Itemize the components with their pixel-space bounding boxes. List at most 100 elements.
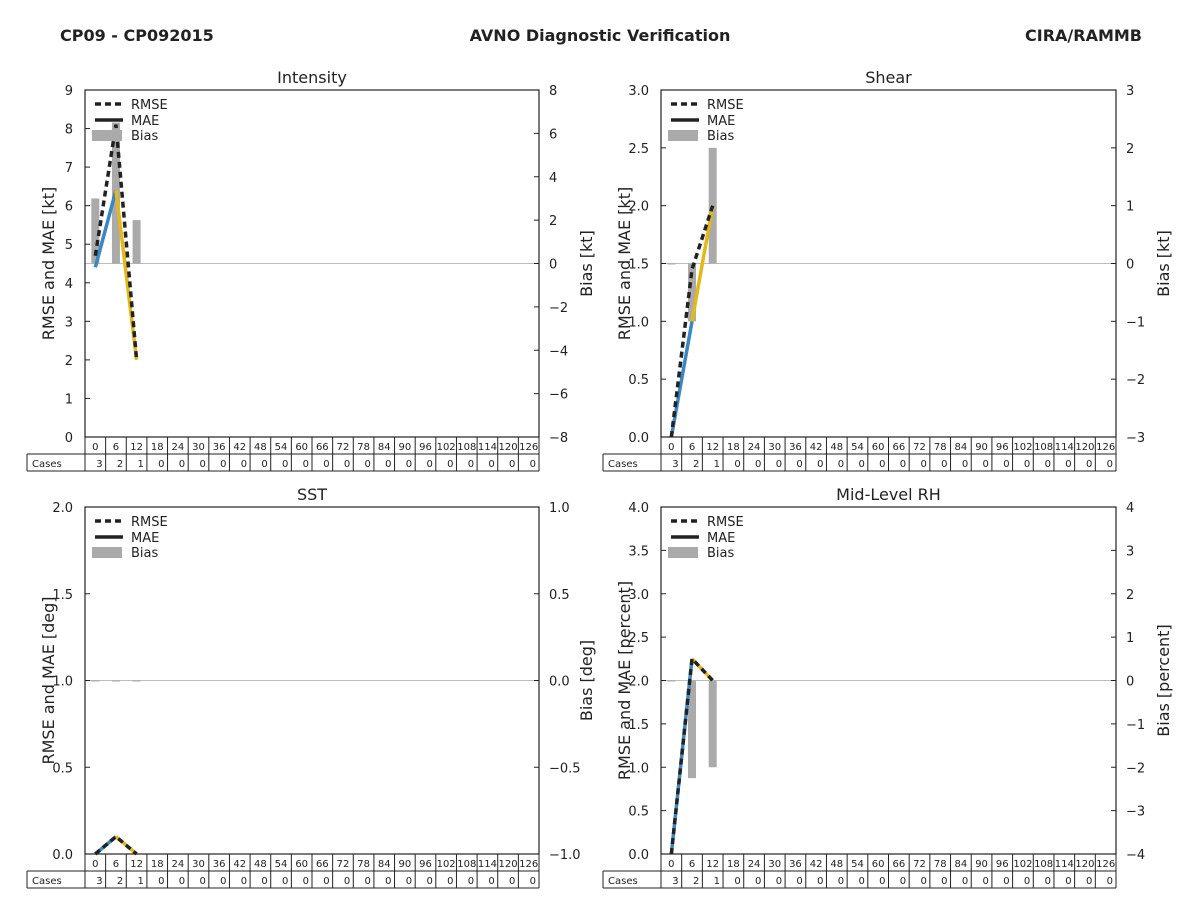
forecast-hour-label: 36 [789,859,802,870]
cases-count: 0 [447,876,453,887]
forecast-hour-label: 102 [437,859,456,870]
cases-count: 0 [1045,459,1051,470]
forecast-hour-label: 0 [92,859,98,870]
cases-count: 0 [488,876,494,887]
y2-tick-label: 2 [1126,588,1134,603]
forecast-hour-label: 66 [892,442,905,453]
cases-count: 0 [755,876,761,887]
y2-axis-label: Bias [percent] [1154,624,1173,736]
forecast-hour-label: 30 [768,442,781,453]
forecast-hour-label: 66 [892,859,905,870]
cases-count: 0 [530,459,536,470]
mae-line-segment [93,189,118,268]
rmse-line [669,654,714,855]
forecast-hour-label: 90 [975,859,988,870]
y2-tick-label: 4 [549,171,557,186]
cases-count: 0 [817,876,823,887]
y2-tick-label: 6 [549,127,557,142]
forecast-hour-label: 114 [1055,859,1074,870]
forecast-hour-label: 0 [668,442,674,453]
forecast-hour-label: 24 [171,859,184,870]
y2-tick-label: −1 [1126,315,1145,330]
legend-bias-label: Bias [707,129,734,144]
cases-count: 0 [776,876,782,887]
forecast-hour-label: 108 [457,442,476,453]
y2-tick-label: −4 [549,344,568,359]
forecast-hour-label: 84 [955,859,968,870]
y-axis-label: RMSE and MAE [kt] [615,187,634,340]
cases-count: 3 [96,876,102,887]
chart-panel-3: SST0.00.51.01.52.0−1.0−0.50.00.51.0RMSE … [26,485,596,889]
forecast-hour-label: 18 [727,442,740,453]
cases-count: 2 [117,876,123,887]
cases-count: 0 [858,876,864,887]
cases-count: 0 [1107,876,1113,887]
cases-count: 0 [282,876,288,887]
y-axis-label: RMSE and MAE [kt] [39,187,58,340]
cases-count: 2 [693,459,699,470]
forecast-hour-label: 96 [419,442,432,453]
header-storm-id: CP09 - CP092015 [60,26,214,45]
y2-tick-label: −8 [549,431,568,446]
cases-count: 3 [672,459,678,470]
cases-table: Cases03621211802403003604204805406006607… [602,437,1117,472]
legend-rmse-label: RMSE [707,98,744,113]
forecast-hour-label: 24 [171,442,184,453]
forecast-hour-label: 84 [378,442,391,453]
y-tick-label: 2.5 [628,142,649,157]
cases-count: 0 [900,876,906,887]
y-tick-label: 3.0 [628,84,649,99]
forecast-hour-label: 96 [996,859,1009,870]
forecast-hour-label: 12 [706,859,719,870]
forecast-hour-label: 6 [113,859,119,870]
y2-tick-label: 0 [1126,258,1134,273]
y-tick-label: 9 [65,84,73,99]
y-tick-label: 3 [65,315,73,330]
forecast-hour-label: 102 [1013,859,1032,870]
forecast-hour-label: 66 [316,442,329,453]
cases-count: 0 [1024,876,1030,887]
header-agency: CIRA/RAMMB [1025,26,1142,45]
cases-count: 0 [323,459,329,470]
y-tick-label: 0.0 [52,848,73,863]
y-tick-label: 1.5 [628,258,649,273]
forecast-hour-label: 24 [748,442,761,453]
forecast-hour-label: 54 [275,442,288,453]
y2-tick-label: −3 [1126,431,1145,446]
y-tick-label: 4 [65,277,73,292]
forecast-hour-label: 54 [275,859,288,870]
y-tick-label: 2.0 [52,501,73,516]
forecast-hour-label: 6 [689,442,695,453]
cases-count: 0 [838,876,844,887]
cases-count: 0 [385,876,391,887]
bias-bar [688,263,697,322]
bias-bar [667,263,676,265]
legend-bias-swatch [92,547,122,558]
forecast-hour-label: 42 [233,442,246,453]
y-tick-label: 4.0 [628,501,649,516]
forecast-hour-label: 120 [1075,859,1094,870]
cases-count: 0 [406,876,412,887]
y-tick-label: 1 [65,392,73,407]
forecast-hour-label: 48 [254,859,267,870]
bias-bar [667,680,676,682]
forecast-hour-label: 36 [789,442,802,453]
y2-tick-label: 3 [1126,544,1134,559]
y-tick-label: 3.0 [628,588,649,603]
y2-tick-label: 4 [1126,501,1134,516]
y-tick-label: 5 [65,238,73,253]
cases-count: 0 [941,459,947,470]
cases-count: 0 [509,459,515,470]
cases-count: 1 [138,876,144,887]
forecast-hour-label: 6 [689,859,695,870]
forecast-hour-label: 78 [934,859,947,870]
y2-tick-label: −3 [1126,805,1145,820]
forecast-hour-label: 114 [478,442,497,453]
forecast-hour-label: 30 [192,442,205,453]
chart-panel-2: Shear0.00.51.01.52.02.53.0−3−2−10123RMSE… [602,68,1173,472]
forecast-hour-label: 12 [130,859,143,870]
forecast-hour-label: 66 [316,859,329,870]
cases-count: 0 [468,876,474,887]
forecast-hour-label: 78 [357,859,370,870]
y2-tick-label: 3 [1126,84,1134,99]
